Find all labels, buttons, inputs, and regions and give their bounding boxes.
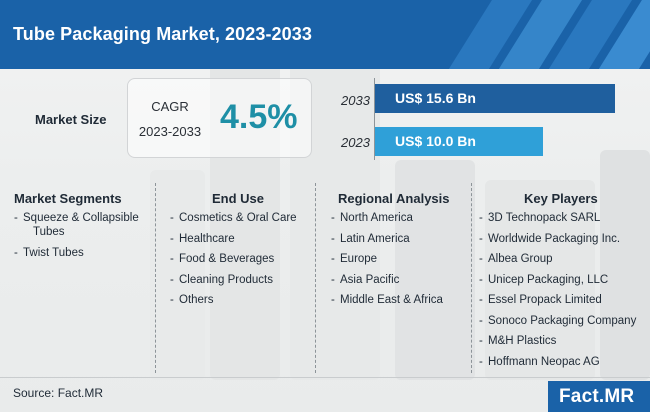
logo-text: Fact.MR xyxy=(559,386,635,407)
bar-year-label-2023: 2023 xyxy=(341,135,370,150)
list-item: North America xyxy=(331,211,443,225)
list-item-text: Hoffmann Neopac AG xyxy=(488,355,600,368)
bar-value-label-2023: US$ 10.0 Bn xyxy=(395,133,476,149)
list-item-text: Essel Propack Limited xyxy=(488,294,602,306)
column-title-regional-analysis: Regional Analysis xyxy=(338,191,450,206)
list-item-text: Albea Group xyxy=(488,253,553,265)
list-item: Unicep Packaging, LLC xyxy=(479,273,636,287)
list-item-text: Europe xyxy=(340,253,378,265)
bar-2023: US$ 10.0 Bn xyxy=(375,127,543,156)
column-title-end-use: End Use xyxy=(212,191,265,206)
list-item: Asia Pacific xyxy=(331,273,443,287)
list-item: Middle East & Africa xyxy=(331,293,443,307)
list-item-text: Cleaning Products xyxy=(179,273,273,286)
list-item-text: Latin America xyxy=(340,232,410,245)
list-item-text: Sonoco Packaging Company xyxy=(488,314,637,327)
list-item: Others xyxy=(170,293,297,307)
list-item: M&H Plastics xyxy=(479,334,636,348)
list-item: Latin America xyxy=(331,232,443,246)
list-item-text: Asia Pacific xyxy=(340,273,400,286)
list-item-text: 3D Technopack SARL xyxy=(488,212,601,224)
bar-value-label-2033: US$ 15.6 Bn xyxy=(395,90,476,106)
list-item: Healthcare xyxy=(170,232,297,246)
list-item-text: Healthcare xyxy=(179,232,235,245)
list-item-text: M&H Plastics xyxy=(488,335,557,347)
list-item-text: Unicep Packaging, LLC xyxy=(488,273,609,286)
list-item: Essel Propack Limited xyxy=(479,293,636,307)
list-item: Hoffmann Neopac AG xyxy=(479,355,636,369)
list-item-text: Squeeze & Collapsible xyxy=(23,212,139,224)
list-item-text: Middle East & Africa xyxy=(340,294,443,306)
header-banner: Tube Packaging Market, 2023-2033 xyxy=(0,0,650,69)
list-item-text-continued: Tubes xyxy=(33,226,65,238)
column-title-market-segments: Market Segments xyxy=(14,191,122,206)
column-title-key-players: Key Players xyxy=(524,191,598,206)
end-use-list: Cosmetics & Oral Care Healthcare Food & … xyxy=(170,211,297,314)
footer-divider xyxy=(0,377,650,378)
list-item-text: Worldwide Packaging Inc. xyxy=(488,232,621,245)
market-size-label: Market Size xyxy=(35,112,107,127)
list-item: Squeeze & Collapsible Tubes xyxy=(14,211,139,239)
market-segments-list: Squeeze & Collapsible Tubes Twist Tubes xyxy=(14,211,139,266)
list-item-text: North America xyxy=(340,212,413,224)
list-item: Food & Beverages xyxy=(170,252,297,266)
cagr-period: 2023-2033 xyxy=(138,124,202,139)
factmr-logo: Fact.MR xyxy=(548,381,650,412)
list-item-text: Food & Beverages xyxy=(179,253,275,265)
cagr-label: CAGR xyxy=(151,99,189,114)
column-divider xyxy=(471,183,472,373)
column-divider xyxy=(315,183,316,373)
bar-year-label-2033: 2033 xyxy=(341,93,370,108)
list-item: Twist Tubes xyxy=(14,246,139,260)
list-item-text: Twist Tubes xyxy=(23,246,84,259)
list-item: Worldwide Packaging Inc. xyxy=(479,232,636,246)
key-players-list: 3D Technopack SARL Worldwide Packaging I… xyxy=(479,211,636,375)
background-tube xyxy=(395,160,475,380)
list-item: Cosmetics & Oral Care xyxy=(170,211,297,225)
bar-2033: US$ 15.6 Bn xyxy=(375,84,615,113)
list-item: 3D Technopack SARL xyxy=(479,211,636,225)
source-credit: Source: Fact.MR xyxy=(13,386,104,400)
page-title: Tube Packaging Market, 2023-2033 xyxy=(13,24,313,44)
column-divider xyxy=(155,183,156,373)
bar-axis-line xyxy=(374,78,375,160)
list-item: Sonoco Packaging Company xyxy=(479,314,636,328)
list-item-text: Cosmetics & Oral Care xyxy=(179,212,297,224)
cagr-value: 4.5% xyxy=(220,98,298,136)
list-item: Cleaning Products xyxy=(170,273,297,287)
list-item: Europe xyxy=(331,252,443,266)
list-item: Albea Group xyxy=(479,252,636,266)
regional-analysis-list: North America Latin America Europe Asia … xyxy=(331,211,443,314)
list-item-text: Others xyxy=(179,294,214,306)
cagr-box: CAGR 2023-2033 4.5% xyxy=(127,78,312,158)
